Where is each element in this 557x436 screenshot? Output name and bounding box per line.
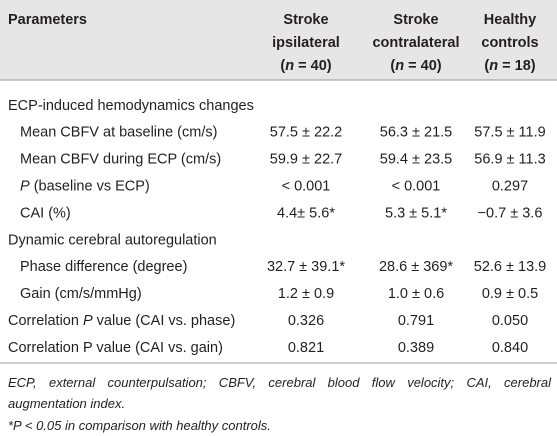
cell: 1.0 ± 0.6 [388,286,444,302]
column-header: (n = 40) [280,58,331,74]
column-header: Healthy [484,12,536,28]
cell: 0.840 [492,340,528,356]
column-header: (n = 40) [390,58,441,74]
row-label: Phase difference (degree) [20,259,187,275]
cell: 52.6 ± 13.9 [474,259,546,275]
row-label: P (baseline vs ECP) [20,179,150,195]
text-segment: P [83,313,93,329]
cell: 59.9 ± 22.7 [270,152,342,168]
cell: 57.5 ± 11.9 [474,125,545,141]
cell: 4.4± 5.6* [277,205,335,221]
cell: 56.9 ± 11.3 [474,152,545,168]
text-segment: = 18) [498,58,536,74]
cell: 0.297 [492,179,528,195]
text-segment: n [395,58,404,74]
cell: 59.4 ± 23.5 [380,152,452,168]
footnote: *P < 0.05 in comparison with healthy con… [8,418,271,433]
cell: 0.389 [398,340,434,356]
cell: < 0.001 [392,179,441,195]
text-segment: = 40) [404,58,442,74]
column-header: Stroke [283,12,328,28]
text-segment: n [489,58,498,74]
text-segment: Correlation [8,313,83,329]
cell: 0.326 [288,313,324,329]
row-label: Correlation P value (CAI vs. gain) [8,340,223,356]
cell: −0.7 ± 3.6 [478,205,543,221]
column-header: (n = 18) [484,58,535,74]
cell: 57.5 ± 22.2 [270,125,342,141]
text-segment: n [285,58,294,74]
text-segment: ( [390,58,395,74]
cell: 1.2 ± 0.9 [278,286,334,302]
text-segment: ( [280,58,285,74]
row-label: Correlation P value (CAI vs. phase) [8,313,235,329]
cell: 32.7 ± 39.1* [267,259,345,275]
cell: < 0.001 [282,179,331,195]
cell: 0.791 [398,313,434,329]
column-header: contralateral [372,35,459,51]
cell: 0.821 [288,340,324,356]
text-segment: ( [484,58,489,74]
header-label: Parameters [8,12,87,28]
header-background [0,0,557,80]
row-label: Gain (cm/s/mmHg) [20,286,142,302]
column-header: controls [481,35,538,51]
cell: 56.3 ± 21.5 [380,125,452,141]
row-label: CAI (%) [20,205,71,221]
column-header: ipsilateral [272,35,340,51]
footnote: ECP, external counterpulsation; CBFV, ce… [8,375,551,411]
text-segment: value (CAI vs. phase) [93,313,236,329]
section-title: Dynamic cerebral autoregulation [8,232,217,248]
cell: 28.6 ± 369* [379,259,453,275]
row-label: Mean CBFV at baseline (cm/s) [20,125,217,141]
row-label: Mean CBFV during ECP (cm/s) [20,152,221,168]
cell: 0.050 [492,313,528,329]
text-segment: = 40) [294,58,332,74]
text-segment: (baseline vs ECP) [30,179,150,195]
column-header: Stroke [393,12,438,28]
section-title: ECP-induced hemodynamics changes [8,98,254,114]
text-segment: P [20,179,30,195]
cell: 5.3 ± 5.1* [385,205,447,221]
cell: 0.9 ± 0.5 [482,286,538,302]
